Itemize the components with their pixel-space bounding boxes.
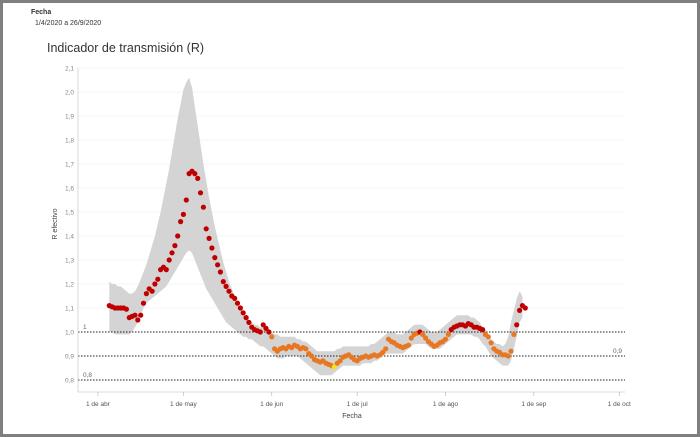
r-point[interactable] — [514, 322, 520, 328]
x-tick-label: 1 de abr — [86, 401, 111, 408]
x-tick-label: 1 de jul — [347, 401, 369, 408]
y-tick-label: 1,4 — [65, 234, 74, 241]
y-tick-label: 1,5 — [65, 210, 74, 217]
r-point[interactable] — [423, 335, 429, 341]
r-point[interactable] — [511, 331, 517, 337]
y-tick-label: 0,9 — [65, 354, 74, 361]
date-filter-label: Fecha — [31, 9, 52, 16]
y-tick-label: 1,3 — [65, 258, 74, 265]
r-point[interactable] — [303, 346, 309, 352]
y-tick-label: 1,2 — [65, 282, 74, 289]
x-axis-title: Fecha — [342, 413, 362, 420]
r-point[interactable] — [217, 269, 223, 275]
chart-title: Indicador de transmisión (R) — [47, 41, 205, 55]
reference-line-label: 0,9 — [613, 348, 622, 355]
r-point[interactable] — [132, 312, 138, 318]
r-point[interactable] — [246, 319, 252, 325]
r-point[interactable] — [135, 317, 141, 323]
r-point[interactable] — [200, 204, 206, 210]
y-tick-label: 0,8 — [65, 378, 74, 385]
r-point[interactable] — [178, 219, 184, 225]
y-tick-label: 1,6 — [65, 186, 74, 193]
r-point[interactable] — [223, 283, 229, 289]
r-point[interactable] — [485, 334, 491, 340]
y-axis: 0,8 0,9 1,0 1,1 1,2 1,3 1,4 1,5 1,6 1,7 1,8 1,9 2,0 2… — [65, 66, 79, 392]
y-tick-label: 1,8 — [65, 138, 74, 145]
x-tick-label: 1 de ago — [433, 401, 459, 408]
y-tick-label: 2,0 — [65, 90, 74, 97]
r-point[interactable] — [206, 235, 212, 241]
date-filter-value[interactable]: 1/4/2020 a 26/9/2020 — [35, 20, 102, 27]
r-point[interactable] — [380, 349, 386, 355]
y-tick-label: 1,9 — [65, 114, 74, 121]
r-point[interactable] — [488, 340, 494, 346]
y-tick-label: 1,1 — [65, 306, 74, 313]
r-point[interactable] — [269, 334, 275, 340]
reference-line-label: 0,8 — [83, 372, 92, 379]
r-point[interactable] — [263, 325, 269, 331]
r-point[interactable] — [383, 346, 389, 352]
y-tick-label: 1,0 — [65, 330, 74, 337]
r-point[interactable] — [209, 245, 215, 251]
x-tick-label: 1 de jun — [260, 401, 284, 408]
r-point[interactable] — [215, 262, 221, 268]
r-point[interactable] — [220, 279, 226, 285]
r-point[interactable] — [408, 335, 414, 341]
r-point[interactable] — [257, 329, 263, 335]
r-point[interactable] — [138, 312, 144, 318]
x-tick-label: 1 de oct — [608, 401, 631, 408]
r-point[interactable] — [140, 300, 147, 306]
r-point[interactable] — [234, 300, 241, 306]
y-tick-label: 1,7 — [65, 162, 74, 169]
r-point[interactable] — [508, 348, 514, 354]
x-tick-label: 1 de may — [170, 401, 197, 408]
r-point[interactable] — [420, 331, 426, 337]
r-point[interactable] — [442, 336, 449, 342]
r-point[interactable] — [505, 353, 511, 359]
r-point[interactable] — [149, 288, 155, 294]
r-point[interactable] — [226, 288, 232, 294]
r-point[interactable] — [266, 329, 272, 335]
confidence-band — [109, 77, 523, 376]
r-point[interactable] — [183, 197, 189, 203]
r-point[interactable] — [180, 211, 186, 217]
r-point[interactable] — [522, 305, 528, 311]
r-point[interactable] — [123, 306, 129, 312]
r-point[interactable] — [232, 295, 238, 301]
r-point[interactable] — [169, 250, 175, 256]
r-point[interactable] — [155, 276, 161, 282]
r-point[interactable] — [309, 353, 315, 359]
r-point[interactable] — [331, 364, 337, 370]
x-axis: 1 de abr 1 de may 1 de jun 1 de jul 1 de ago… — [78, 391, 631, 408]
r-point[interactable] — [163, 267, 169, 273]
r-point[interactable] — [212, 255, 218, 261]
r-points[interactable] — [106, 168, 528, 370]
r-point[interactable] — [240, 310, 246, 316]
r-point[interactable] — [243, 315, 249, 321]
r-point[interactable] — [192, 171, 198, 177]
y-axis-title: R efectivo — [52, 208, 59, 239]
r-point[interactable] — [260, 322, 266, 328]
r-point[interactable] — [195, 175, 201, 181]
r-point[interactable] — [337, 358, 343, 364]
r-point[interactable] — [517, 307, 523, 313]
r-point[interactable] — [172, 243, 178, 249]
y-tick-label: 2,1 — [65, 66, 74, 73]
r-point[interactable] — [143, 291, 149, 297]
r-point[interactable] — [445, 331, 451, 337]
r-point[interactable] — [152, 281, 158, 287]
r-point[interactable] — [405, 342, 412, 348]
r-point[interactable] — [166, 257, 172, 263]
reference-line-label: 1 — [83, 324, 87, 331]
r-point[interactable] — [203, 226, 209, 232]
r-point[interactable] — [197, 190, 204, 196]
r-point[interactable] — [237, 305, 243, 311]
x-tick-label: 1 de sep — [521, 401, 546, 408]
r-point[interactable] — [480, 327, 486, 333]
r-point[interactable] — [175, 233, 181, 239]
